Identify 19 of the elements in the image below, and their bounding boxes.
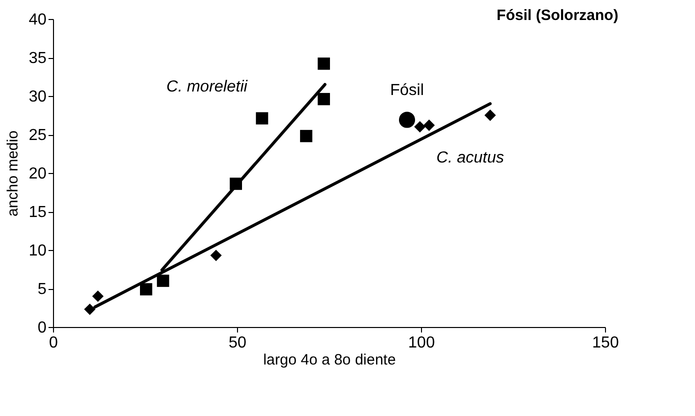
series-label: C. moreletii <box>166 78 248 96</box>
y-tick-label: 35 <box>28 50 47 67</box>
series-label: Fósil <box>390 82 424 99</box>
x-tick-label: 150 <box>592 334 619 352</box>
series-label: C. acutus <box>436 149 504 166</box>
x-tick-label: 50 <box>228 334 246 352</box>
y-tick-label: 5 <box>38 281 47 298</box>
chart-title: Fósil (Solorzano) <box>496 7 618 24</box>
y-tick-label: 15 <box>28 204 47 221</box>
y-tick-label: 20 <box>28 166 47 182</box>
x-tick-label: 0 <box>49 334 58 352</box>
x-axis-title: largo 4o a 8o diente <box>263 352 396 368</box>
y-tick-label: 10 <box>28 242 47 260</box>
y-tick-label: 0 <box>38 320 47 336</box>
y-tick-label: 30 <box>28 88 47 106</box>
y-axis-title: ancho medio <box>4 130 22 216</box>
y-tick-label: 25 <box>28 127 47 144</box>
x-tick-label: 100 <box>408 334 435 352</box>
y-tick-label: 40 <box>28 12 47 28</box>
